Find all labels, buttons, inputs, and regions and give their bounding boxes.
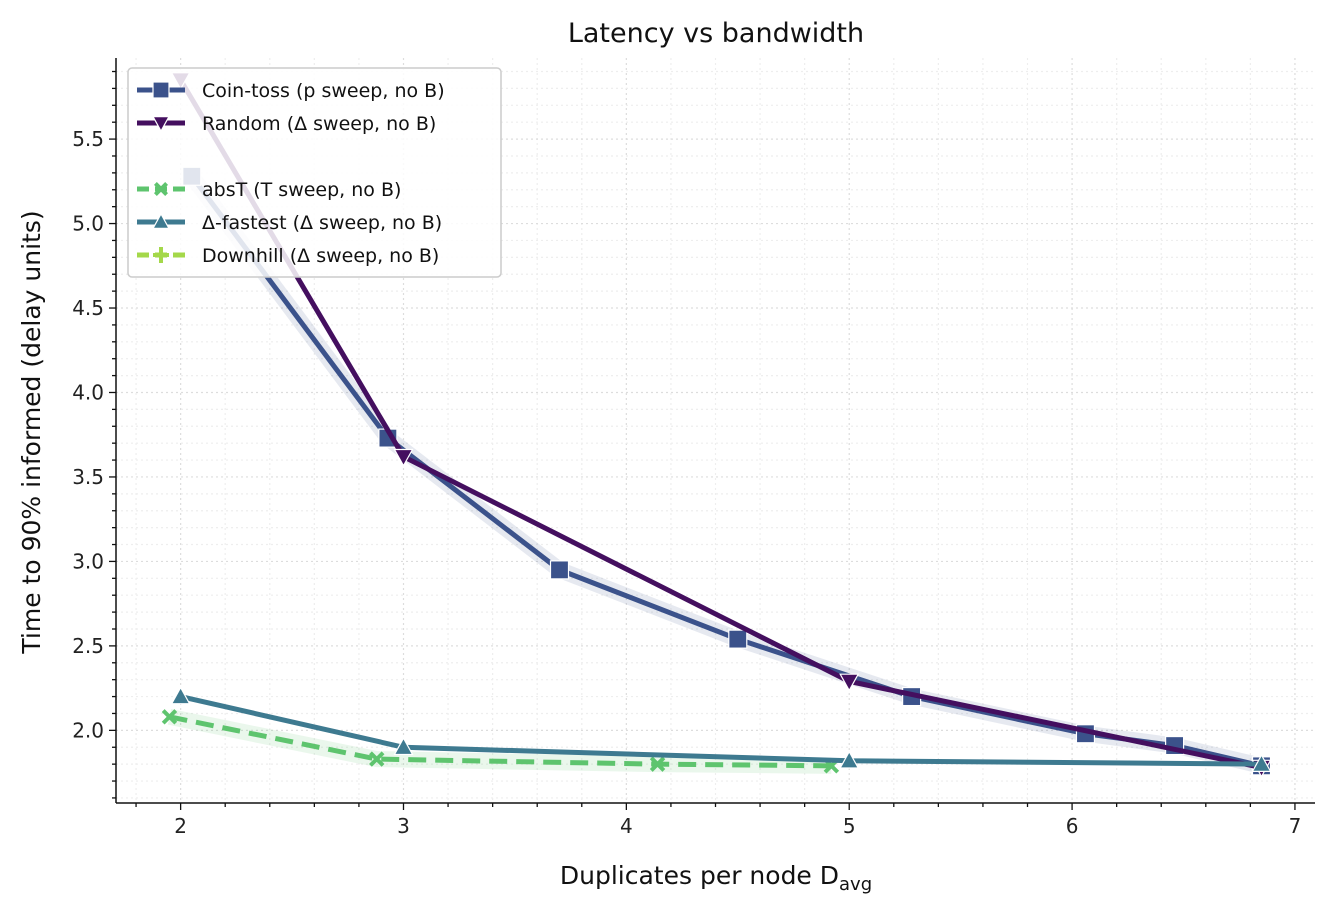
legend-box xyxy=(127,67,502,278)
square-marker xyxy=(152,81,170,99)
legend-label: absT (T sweep, no B) xyxy=(202,179,401,201)
legend-item: Coin-toss (p sweep, no B) xyxy=(137,80,445,102)
x-tick-label: 2 xyxy=(174,814,187,838)
x-tick-label: 4 xyxy=(620,814,633,838)
legend-label: Δ-fastest (Δ sweep, no B) xyxy=(202,212,442,234)
x-tick-label: 5 xyxy=(843,814,856,838)
x-marker xyxy=(649,756,666,772)
y-tick-label: 4.5 xyxy=(72,296,104,320)
square-marker xyxy=(549,560,570,580)
x-tick-label: 7 xyxy=(1289,814,1302,838)
y-tick-label: 5.5 xyxy=(72,127,104,151)
triangle-up-marker xyxy=(170,686,191,705)
x-marker xyxy=(153,181,169,197)
y-tick-label: 3.5 xyxy=(72,465,104,489)
triangle-down-marker xyxy=(393,448,414,467)
axes: 2 3 4 5 6 7 2.0 2.5 3.0 3.5 4.0 4.5 5.0 5.5 xyxy=(72,58,1315,838)
triangle-up-marker xyxy=(393,737,414,756)
x-axis-label: Duplicates per node Davg xyxy=(560,861,872,895)
legend-item: Random (Δ sweep, no B) xyxy=(137,113,436,135)
triangle-up-marker xyxy=(1251,753,1272,772)
triangle-down-marker xyxy=(151,116,171,133)
x-tick-label: 3 xyxy=(397,814,410,838)
square-marker xyxy=(728,629,748,649)
y-tick-label: 5.0 xyxy=(72,212,104,236)
legend-label: Random (Δ sweep, no B) xyxy=(202,113,436,135)
plus-marker xyxy=(153,247,169,263)
x-marker xyxy=(161,709,178,725)
y-tick-label: 4.0 xyxy=(72,380,104,404)
series-line-2 xyxy=(168,714,832,769)
y-tick-label: 3.0 xyxy=(72,549,104,573)
triangle-up-marker xyxy=(839,750,860,769)
x-tick-label: 6 xyxy=(1066,814,1079,838)
legend-item: Downhill (Δ sweep, no B) xyxy=(137,245,439,267)
y-axis-label: Time to 90% informed (delay units) xyxy=(17,210,46,654)
legend: Coin-toss (p sweep, no B) Random (Δ sweep… xyxy=(127,67,502,278)
legend-item: absT (T sweep, no B) xyxy=(137,179,401,201)
y-tick-label: 2.5 xyxy=(72,634,104,658)
y-tick-label: 2.0 xyxy=(72,718,104,742)
legend-item: Δ-fastest (Δ sweep, no B) xyxy=(137,212,442,234)
triangle-up-marker xyxy=(151,212,171,229)
chart-title: Latency vs bandwidth xyxy=(568,18,864,49)
triangle-down-marker xyxy=(839,673,860,692)
legend-label: Downhill (Δ sweep, no B) xyxy=(202,245,439,267)
series-line-3 xyxy=(180,694,1262,767)
legend-label: Coin-toss (p sweep, no B) xyxy=(202,80,445,102)
x-marker xyxy=(369,751,385,767)
